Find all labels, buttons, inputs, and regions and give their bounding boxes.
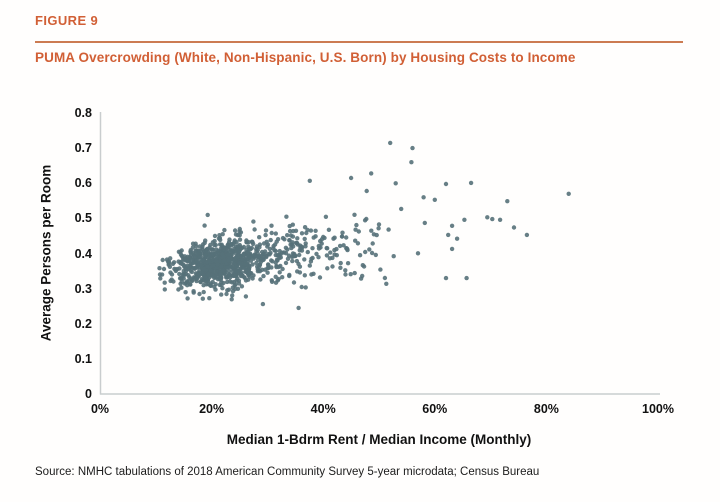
y-axis-title: Average Persons per Room: [38, 164, 54, 342]
y-tick-label: 0: [85, 387, 92, 401]
source-note: Source: NMHC tabulations of 2018 America…: [35, 466, 540, 478]
y-tick-label: 0.1: [74, 351, 92, 366]
scatter-points: [157, 140, 571, 311]
y-tick-label: 0.8: [74, 106, 92, 120]
x-tick-label: 100%: [642, 402, 674, 416]
figure-label: FIGURE 9: [35, 13, 99, 28]
y-tick-label: 0.7: [74, 141, 92, 156]
y-tick-label: 0.6: [74, 176, 92, 191]
y-tick-label: 0.2: [74, 316, 92, 331]
x-axis-title: Median 1-Bdrm Rent / Median Income (Mont…: [226, 432, 532, 447]
x-tick-label: 40%: [310, 402, 336, 416]
x-tick-label: 20%: [199, 402, 225, 416]
x-tick-label: 60%: [422, 402, 448, 416]
y-tick-label: 0.4: [74, 246, 92, 261]
y-tick-label: 0.3: [74, 281, 92, 296]
x-tick-label: 0%: [90, 402, 110, 416]
y-tick-label: 0.5: [74, 211, 92, 226]
chart-title: PUMA Overcrowding (White, Non-Hispanic, …: [35, 50, 576, 65]
title-rule: [35, 41, 683, 43]
x-tick-label: 80%: [533, 402, 559, 416]
